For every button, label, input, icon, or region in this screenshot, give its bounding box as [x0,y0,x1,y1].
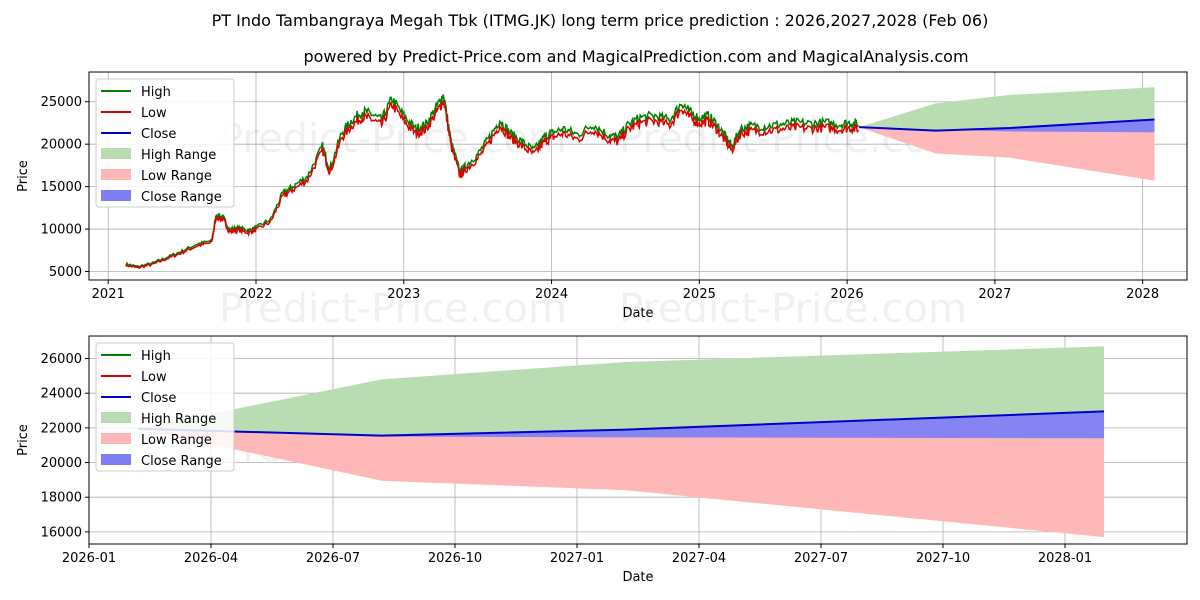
legend-swatch-high-range [101,412,131,423]
y-tick-label: 26000 [41,352,82,367]
close-forecast-line [858,118,1155,132]
y-tick-label: 10000 [41,223,82,238]
legend-swatch-low-range [101,433,131,444]
close-range-area [858,119,1155,133]
legend-label: High Range [141,148,216,163]
y-tick-label: 20000 [41,138,82,153]
y-tick-label: 18000 [41,491,82,506]
legend-label: Close [141,391,176,406]
x-tick-label: 2021 [92,287,125,302]
legend-swatch-close-range [101,190,131,201]
x-tick-label: 2027 [978,287,1011,302]
y-tick-label: 15000 [41,180,82,195]
x-tick-label: 2025 [683,287,716,302]
x-axis-label: Date [622,306,653,321]
chart-subtitle: powered by Predict-Price.com and Magical… [303,47,968,66]
x-tick-label: 2026-01 [62,551,116,566]
legend-label: Low Range [141,433,212,448]
legend-label: High Range [141,412,216,427]
y-tick-label: 24000 [41,387,82,402]
x-tick-label: 2022 [239,287,272,302]
legend-label: Close Range [141,454,222,469]
close-range-area [137,411,1105,439]
high-range-area [858,87,1155,131]
legend-label: Close Range [141,190,222,205]
chart-title: PT Indo Tambangraya Megah Tbk (ITMG.JK) … [212,11,989,30]
x-tick-label: 2023 [387,287,420,302]
x-tick-label: 2026-04 [184,551,238,566]
watermark-text: Predict-Price.com [219,286,567,332]
legend-swatch-low-range [101,169,131,180]
y-tick-label: 25000 [41,95,82,110]
x-tick-label: 2026-10 [428,551,482,566]
legend-label: Low Range [141,169,212,184]
legend-label: Low [141,106,167,121]
high-range-area [137,346,1105,436]
x-tick-label: 2027-04 [672,551,726,566]
x-tick-label: 2027-07 [794,551,848,566]
legend-swatch-high-range [101,148,131,159]
axes-frame [88,335,1188,545]
low-series-line [125,100,859,270]
legend-label: High [141,349,171,364]
x-tick-label: 2024 [535,287,568,302]
bottom-chart-panel: Predict-Price.comPredict-Price.com2026-0… [16,335,1188,585]
legend-swatch-close-range [101,454,131,465]
y-tick-label: 16000 [41,525,82,540]
x-tick-label: 2026-07 [306,551,360,566]
low-range-area [858,119,1155,181]
legend-label: High [141,85,171,100]
x-tick-label: 2026 [831,287,864,302]
x-tick-label: 2027-01 [550,551,604,566]
x-tick-label: 2027-10 [916,551,970,566]
plot-area [125,87,1155,270]
y-axis-label: Price [16,424,31,456]
watermark-text: Predict-Price.com [619,286,967,332]
top-chart-panel: Predict-Price.com Predict-Price.comPredic… [16,71,1188,332]
y-tick-label: 20000 [41,456,82,471]
y-tick-label: 22000 [41,421,82,436]
low-range-area [137,411,1105,538]
legend-label: Close [141,127,176,142]
x-axis-label: Date [622,570,653,585]
plot-area [137,346,1105,538]
x-tick-label: 2028 [1126,287,1159,302]
axes-frame [88,71,1188,281]
y-axis-label: Price [16,160,31,192]
legend-label: Low [141,370,167,385]
close-forecast-line [137,410,1105,437]
y-tick-label: 5000 [49,265,82,280]
x-tick-label: 2028-01 [1038,551,1092,566]
